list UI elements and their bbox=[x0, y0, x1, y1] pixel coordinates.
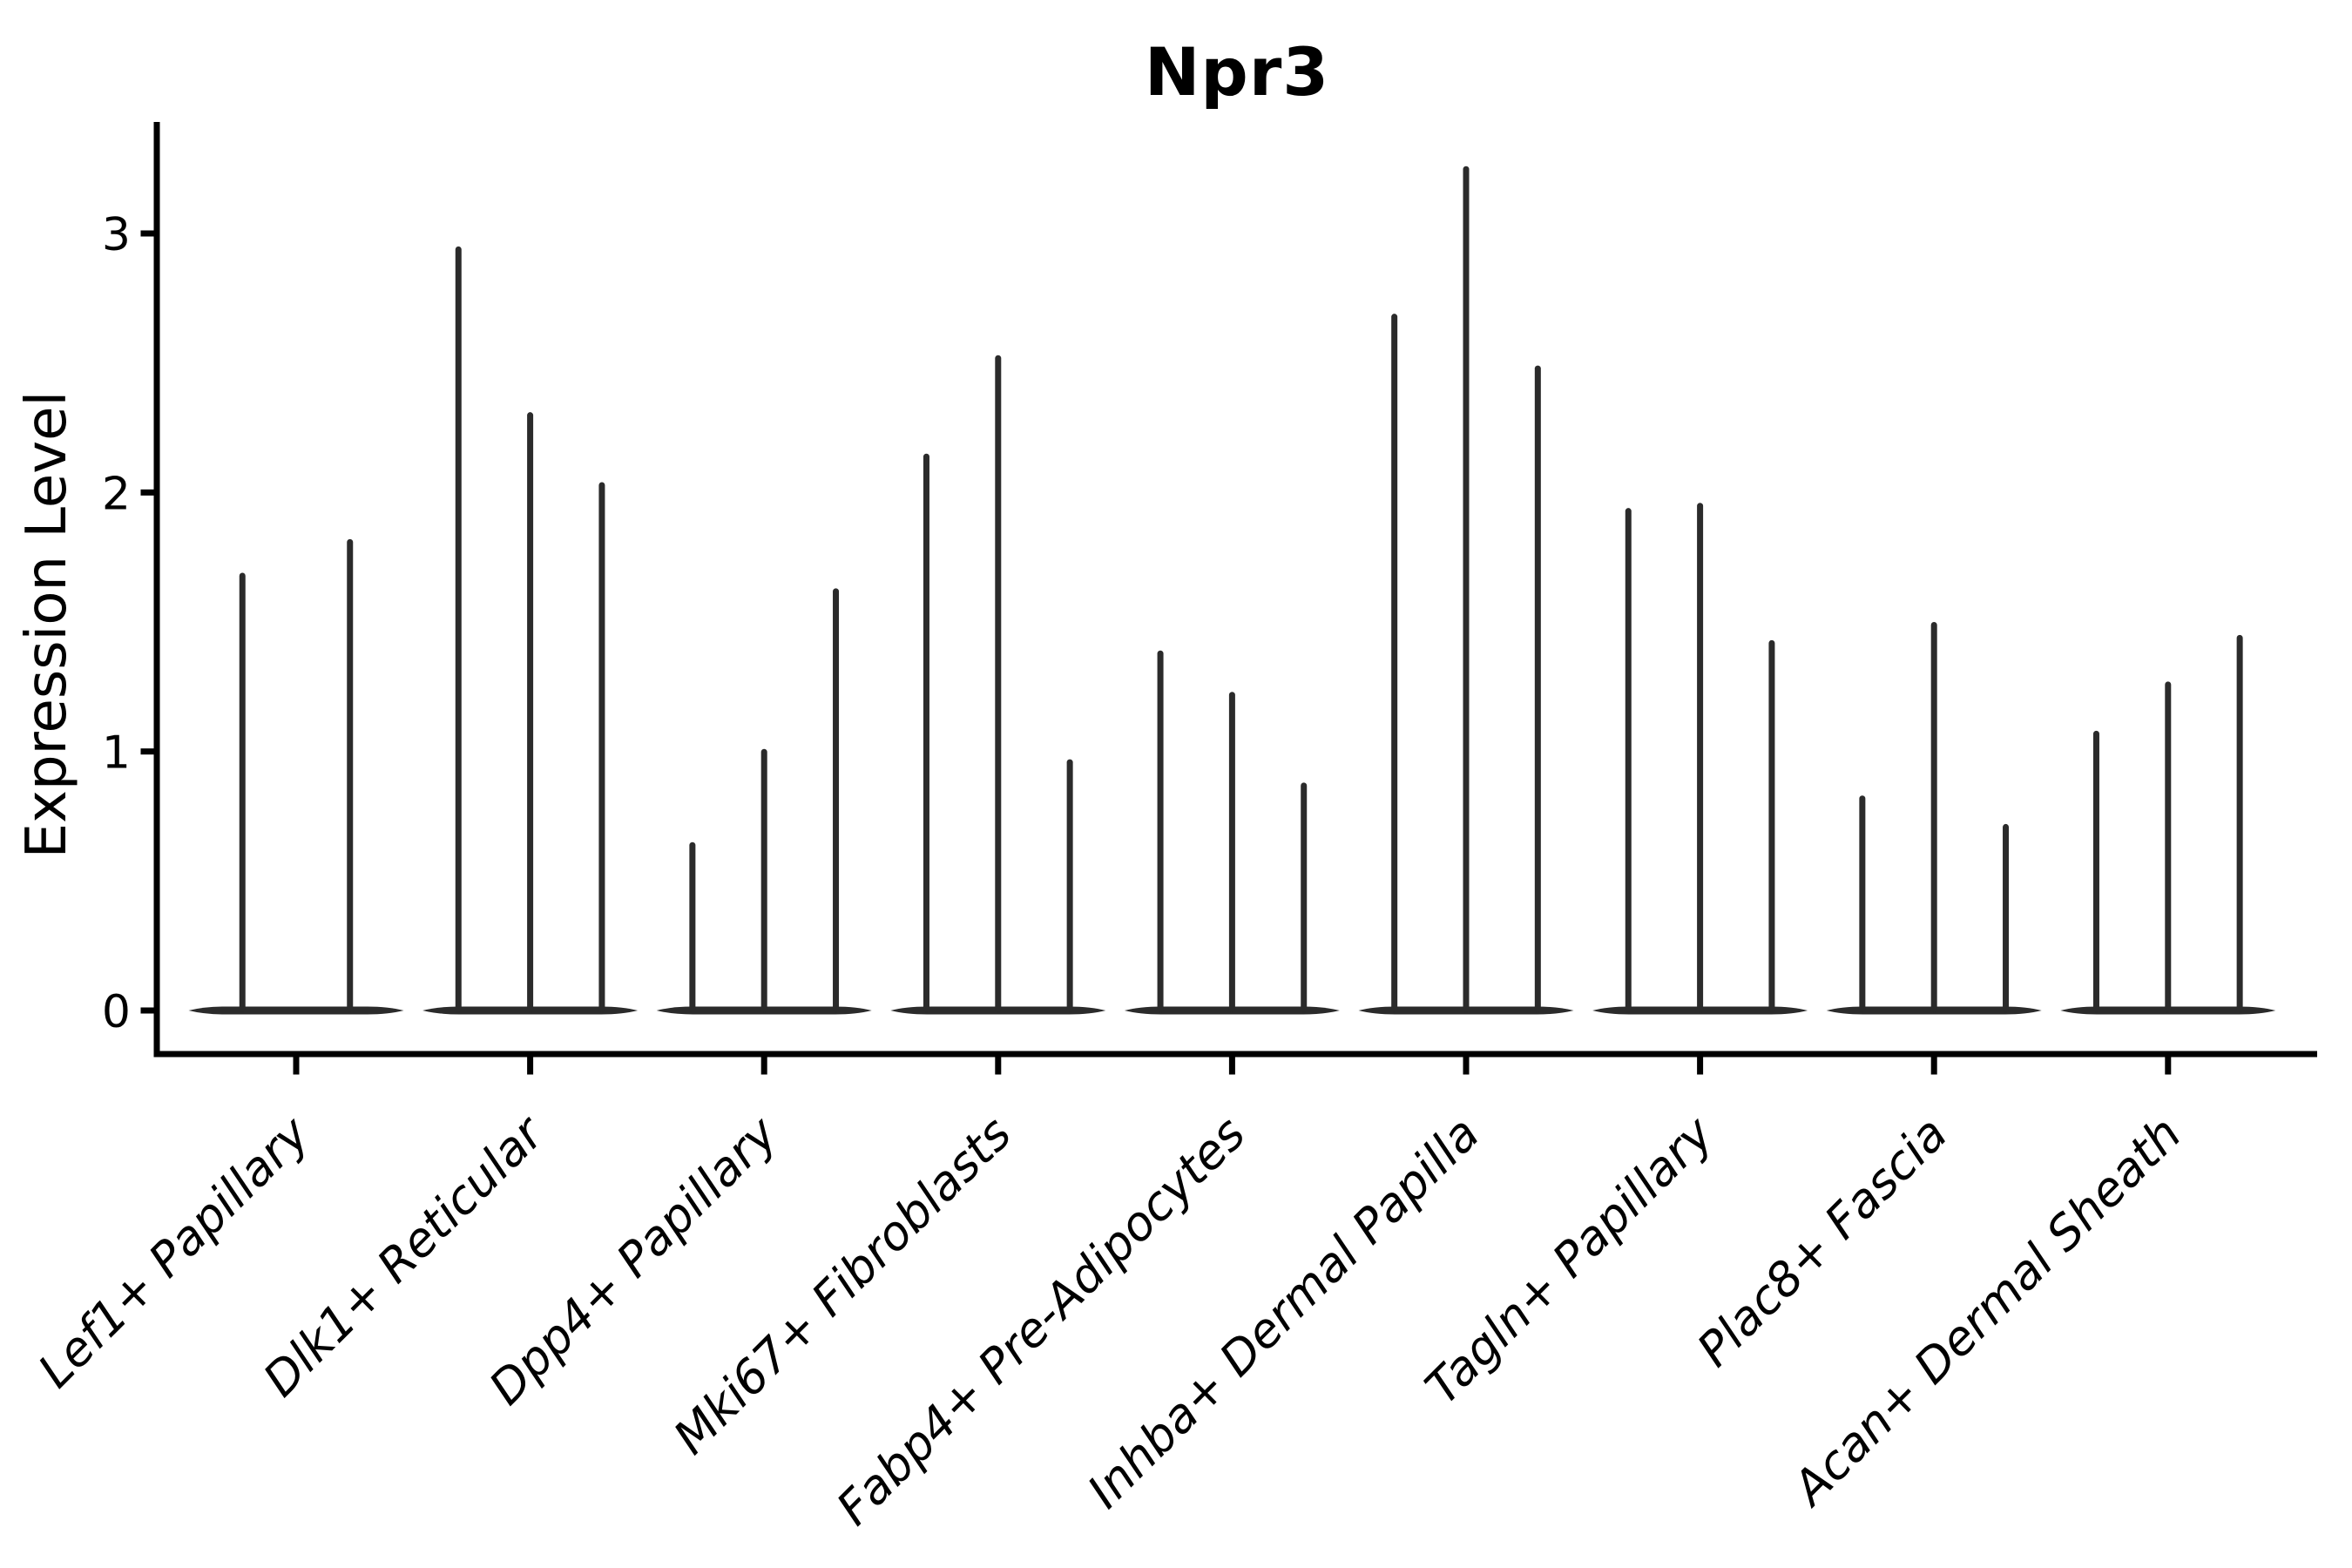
violin-spike bbox=[2236, 634, 2243, 1012]
violin-spike bbox=[1930, 622, 1937, 1012]
violin-spike bbox=[923, 453, 929, 1012]
violin-spike bbox=[1768, 639, 1775, 1012]
violin-spike bbox=[1157, 650, 1164, 1012]
violin-spike bbox=[527, 412, 534, 1012]
y-tick-label: 3 bbox=[102, 209, 131, 261]
violin-spike bbox=[1301, 782, 1308, 1012]
violin-spike bbox=[1463, 166, 1470, 1012]
x-tick-label: Acan+ Dermal Sheath bbox=[1781, 1106, 2192, 1517]
x-tick-label: Inhba+ Dermal Papilla bbox=[1077, 1106, 1490, 1519]
violin-spike bbox=[995, 355, 1002, 1012]
y-tick-label: 0 bbox=[102, 986, 131, 1038]
violin-base bbox=[188, 1006, 404, 1015]
x-tick-label: Fabp4+ Pre-Adipocytes bbox=[826, 1106, 1255, 1536]
violin-spike bbox=[1228, 692, 1235, 1012]
violin-spike bbox=[1391, 314, 1398, 1012]
violin-spike bbox=[2003, 823, 2010, 1012]
violin-spike bbox=[598, 482, 605, 1012]
violin-spike bbox=[2092, 730, 2099, 1012]
violin-spike bbox=[833, 588, 840, 1012]
chart-title: Npr3 bbox=[1144, 33, 1330, 111]
violin-spike bbox=[689, 841, 696, 1012]
y-axis-label: Expression Level bbox=[15, 390, 79, 859]
violin-spike bbox=[239, 572, 246, 1012]
violin-spike bbox=[1697, 503, 1704, 1012]
y-tick-label: 1 bbox=[102, 727, 131, 780]
violin-spike bbox=[1534, 365, 1541, 1012]
violin-spike bbox=[1859, 795, 1866, 1012]
violin-spike bbox=[2165, 681, 2172, 1012]
violin-spike bbox=[760, 748, 767, 1012]
violin-spike bbox=[347, 538, 354, 1012]
violin-spike bbox=[1066, 759, 1073, 1012]
violin-spike bbox=[1625, 508, 1632, 1012]
violin-spike bbox=[455, 246, 462, 1013]
y-tick-label: 2 bbox=[102, 468, 131, 520]
x-tick-label: Plac8+ Fascia bbox=[1686, 1106, 1957, 1377]
